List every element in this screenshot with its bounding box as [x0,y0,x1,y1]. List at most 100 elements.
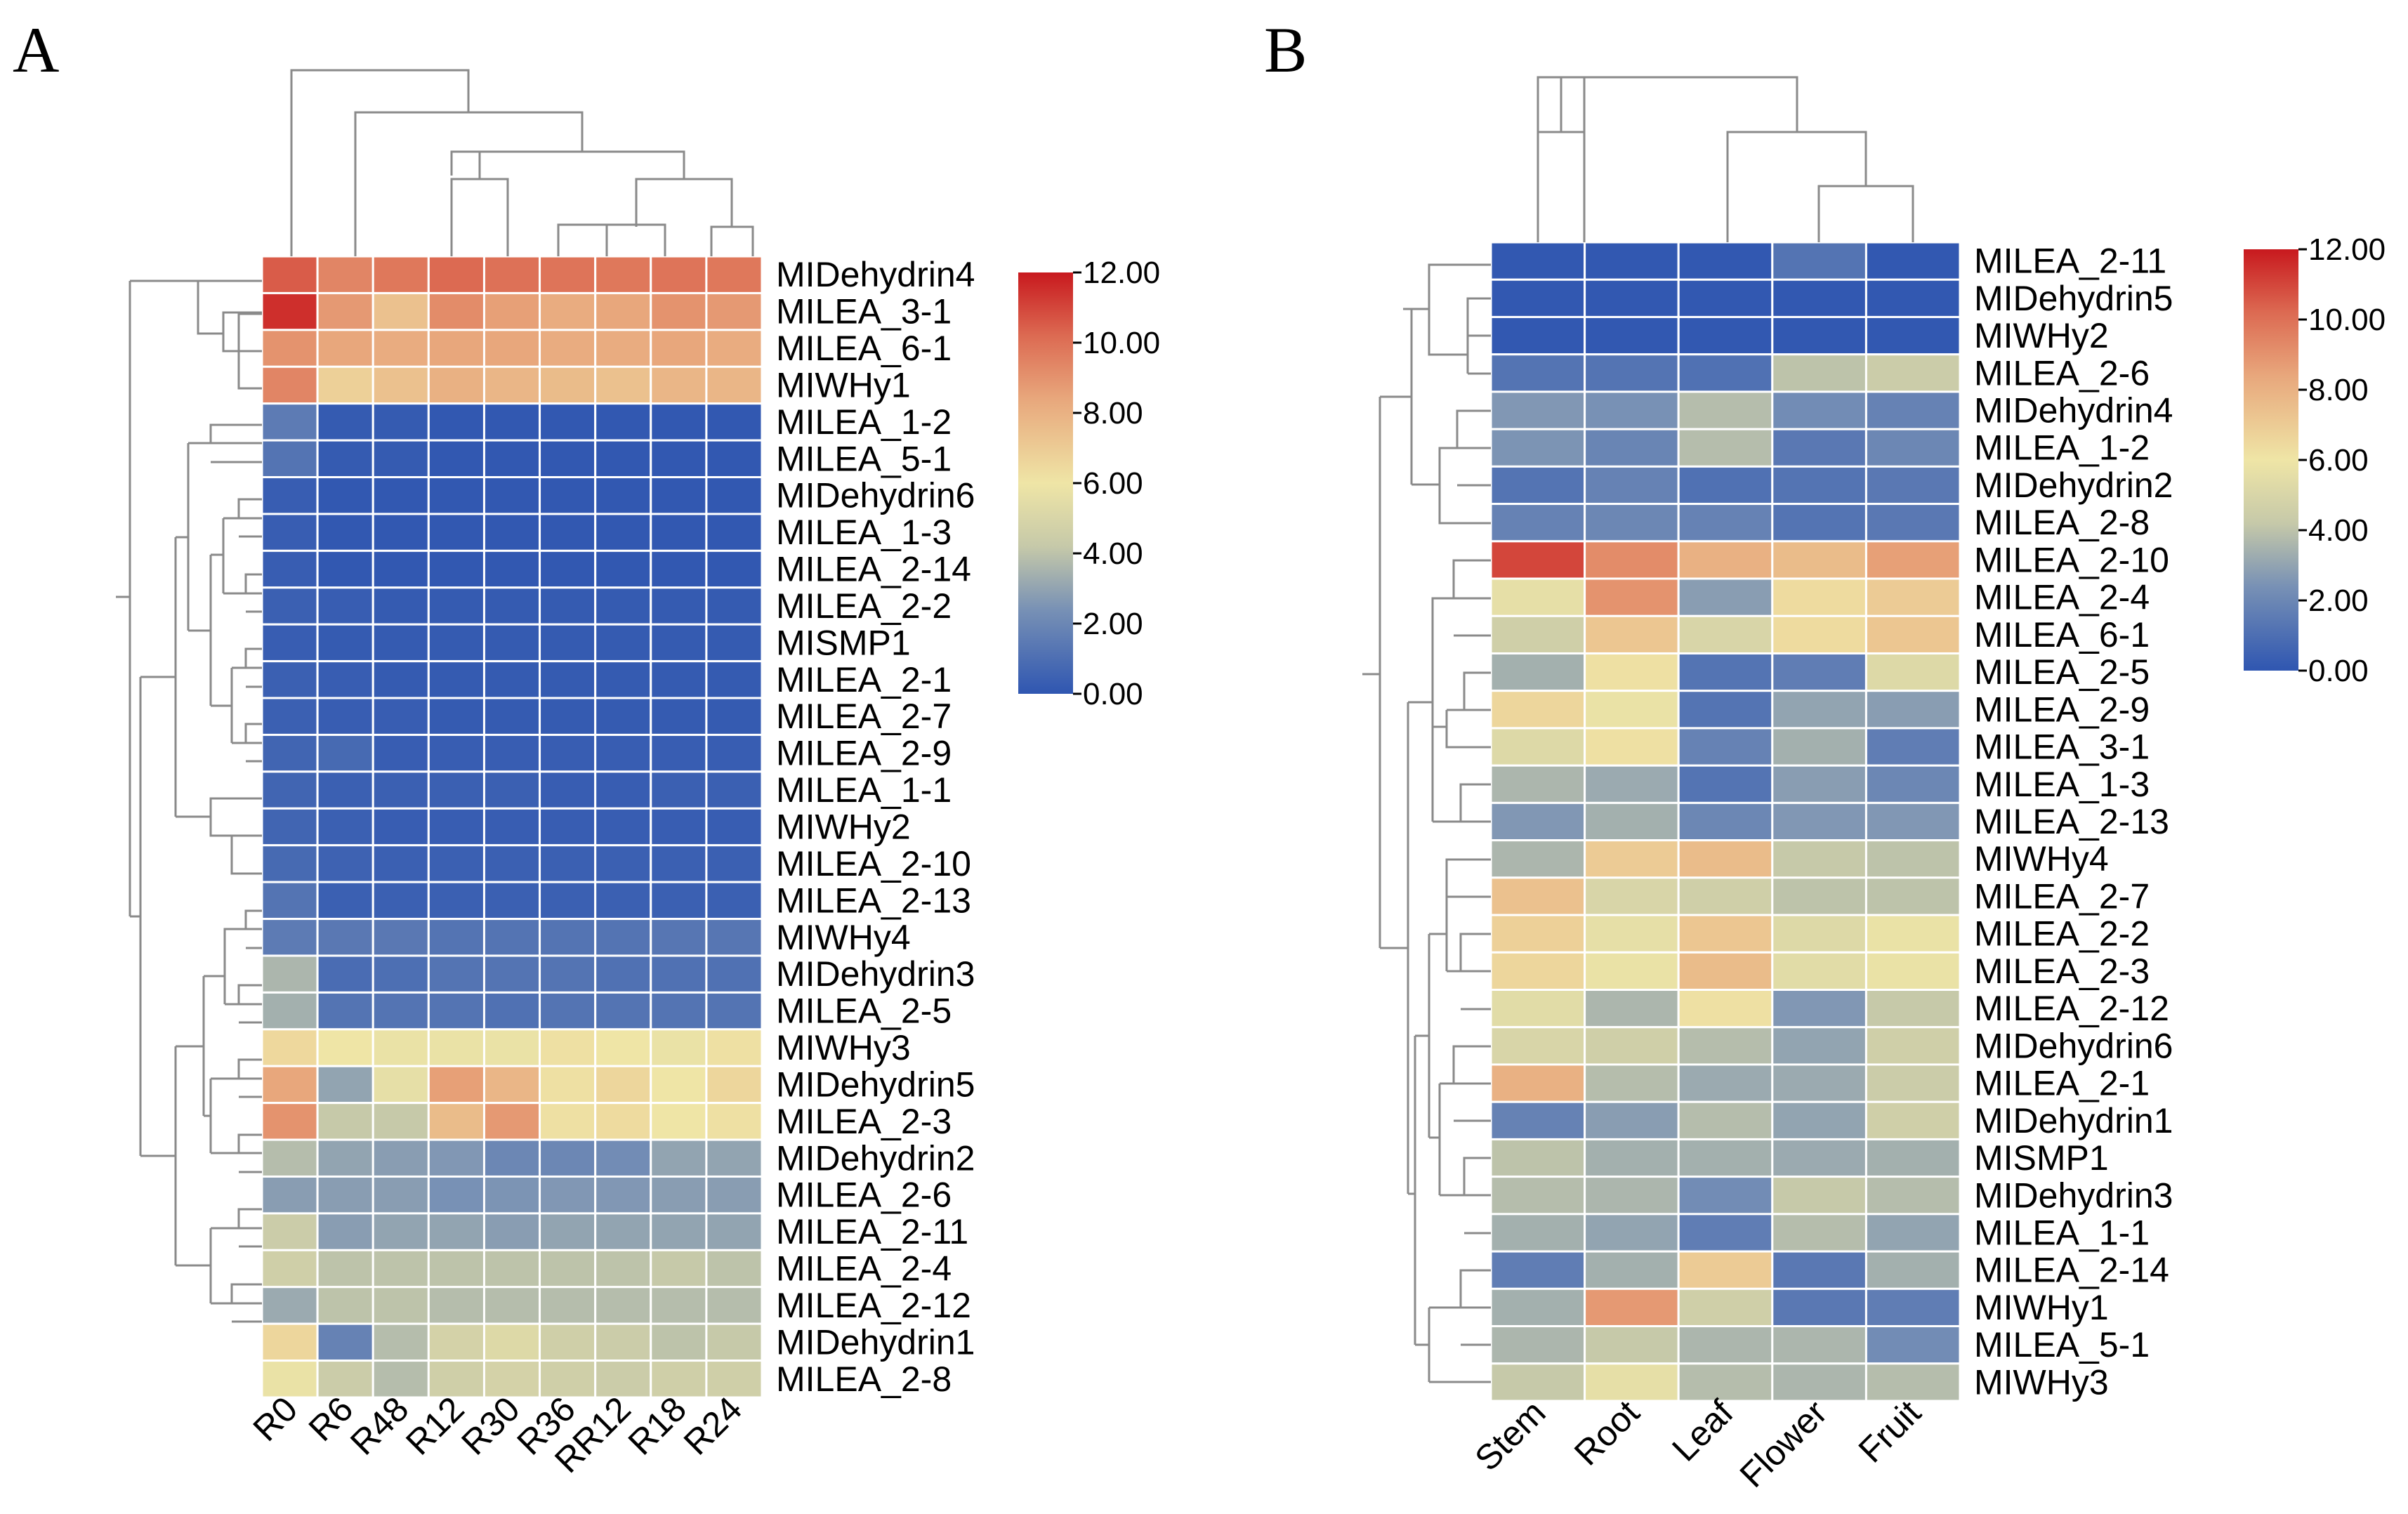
heatmap-cell [1584,577,1680,617]
heatmap-cell [261,807,319,847]
heatmap-cell [482,1102,541,1141]
heatmap-cell [482,844,541,883]
heatmap-cell [371,991,430,1031]
heatmap-cell [427,807,485,847]
heatmap-cell [316,660,374,699]
heatmap-cell [594,1175,652,1215]
heatmap-cell [427,329,485,368]
heatmap-cell [1677,1213,1774,1253]
heatmap-cell [539,697,597,736]
heatmap-cell [1584,989,1680,1029]
heatmap-cell [594,1102,652,1141]
heatmap-cell [371,954,430,994]
heatmap-cell [261,697,319,736]
heatmap-cell [427,1286,485,1325]
heatmap-cell [482,623,541,663]
heatmap-cell [1771,1063,1867,1103]
heatmap-cell [594,329,652,368]
heatmap-cell [1864,914,1961,954]
heatmap-cell [1771,503,1867,543]
heatmap-cell [1489,876,1586,916]
heatmap-cell [371,365,430,405]
heatmap-cell [705,623,763,663]
heatmap-cell [316,954,374,994]
heatmap-cell [316,1249,374,1289]
heatmap-cell [427,660,485,699]
heatmap-cell [316,770,374,810]
heatmap-cell [371,623,430,663]
heatmap-cell [705,954,763,994]
heatmap-cell [1677,540,1774,580]
heatmap-cell [427,697,485,736]
heatmap-cell [539,1065,597,1105]
row-label: MILEA_1-2 [1974,428,2150,468]
heatmap-cell [1489,914,1586,954]
heatmap-cell [1677,690,1774,730]
heatmap-cell [539,807,597,847]
heatmap-cell [594,1028,652,1067]
colorbar-tick-label: 0.00 [1083,677,1143,711]
row-label: MILEA_2-6 [1974,353,2150,393]
row-label: MILEA_1-1 [776,770,952,810]
heatmap-cell [1677,652,1774,692]
heatmap-cell [650,881,708,921]
heatmap-cell [705,439,763,479]
row-label: MIDehydrin5 [776,1065,975,1104]
heatmap-cell [482,660,541,699]
heatmap-cell [1489,428,1586,468]
heatmap-cell [261,660,319,699]
heatmap-cell [594,991,652,1031]
column-label: Flower [1732,1393,1835,1495]
heatmap-cell [1489,690,1586,730]
heatmap-cell [371,1138,430,1178]
heatmap-cell [316,844,374,883]
column-label: Stem [1467,1393,1553,1478]
heatmap-cell [316,623,374,663]
column-label: Leaf [1664,1393,1740,1468]
heatmap-cell [261,991,319,1031]
heatmap-cell [1864,727,1961,767]
heatmap-cell [371,476,430,515]
row-label: MILEA_2-5 [776,992,952,1031]
heatmap-cell [539,476,597,515]
heatmap-cell [371,1065,430,1105]
row-label: MILEA_6-1 [776,329,952,368]
heatmap-cell [650,697,708,736]
column-label: R30 [454,1389,527,1462]
heatmap-cell [371,1212,430,1251]
heatmap-cell [1771,1362,1867,1402]
heatmap-cell [594,255,652,294]
row-label: MILEA_6-1 [1974,615,2150,654]
heatmap-cell [1489,1176,1586,1216]
heatmap-cell [261,1175,319,1215]
heatmap-cell [594,402,652,442]
heatmap-cell [1677,1063,1774,1103]
heatmap-cell [594,1322,652,1362]
heatmap-cell [1489,1325,1586,1365]
heatmap-cell [1864,465,1961,506]
heatmap-cell [1584,241,1680,281]
heatmap-cell [650,1322,708,1362]
heatmap-cell [705,1065,763,1105]
heatmap-cell [1489,390,1586,430]
heatmap-cell [594,476,652,515]
heatmap-cell [1864,1176,1961,1216]
heatmap-cell [1771,1250,1867,1290]
heatmap-cell [539,402,597,442]
heatmap-cell [539,733,597,773]
heatmap-cell [427,1102,485,1141]
heatmap-cell [261,1102,319,1141]
heatmap-cell [705,807,763,847]
colorbar-tick-label: 6.00 [2308,443,2369,478]
heatmap-cell [1771,428,1867,468]
heatmap-cell [261,623,319,663]
heatmap-cell [1677,428,1774,468]
heatmap-cell [316,439,374,479]
heatmap-cell [594,439,652,479]
heatmap-cell [650,807,708,847]
column-label: R18 [621,1389,694,1462]
colorbar-tick-label: 2.00 [2308,584,2369,618]
row-label: MILEA_2-5 [1974,652,2150,692]
heatmap-cell [594,881,652,921]
heatmap-cell [261,1286,319,1325]
